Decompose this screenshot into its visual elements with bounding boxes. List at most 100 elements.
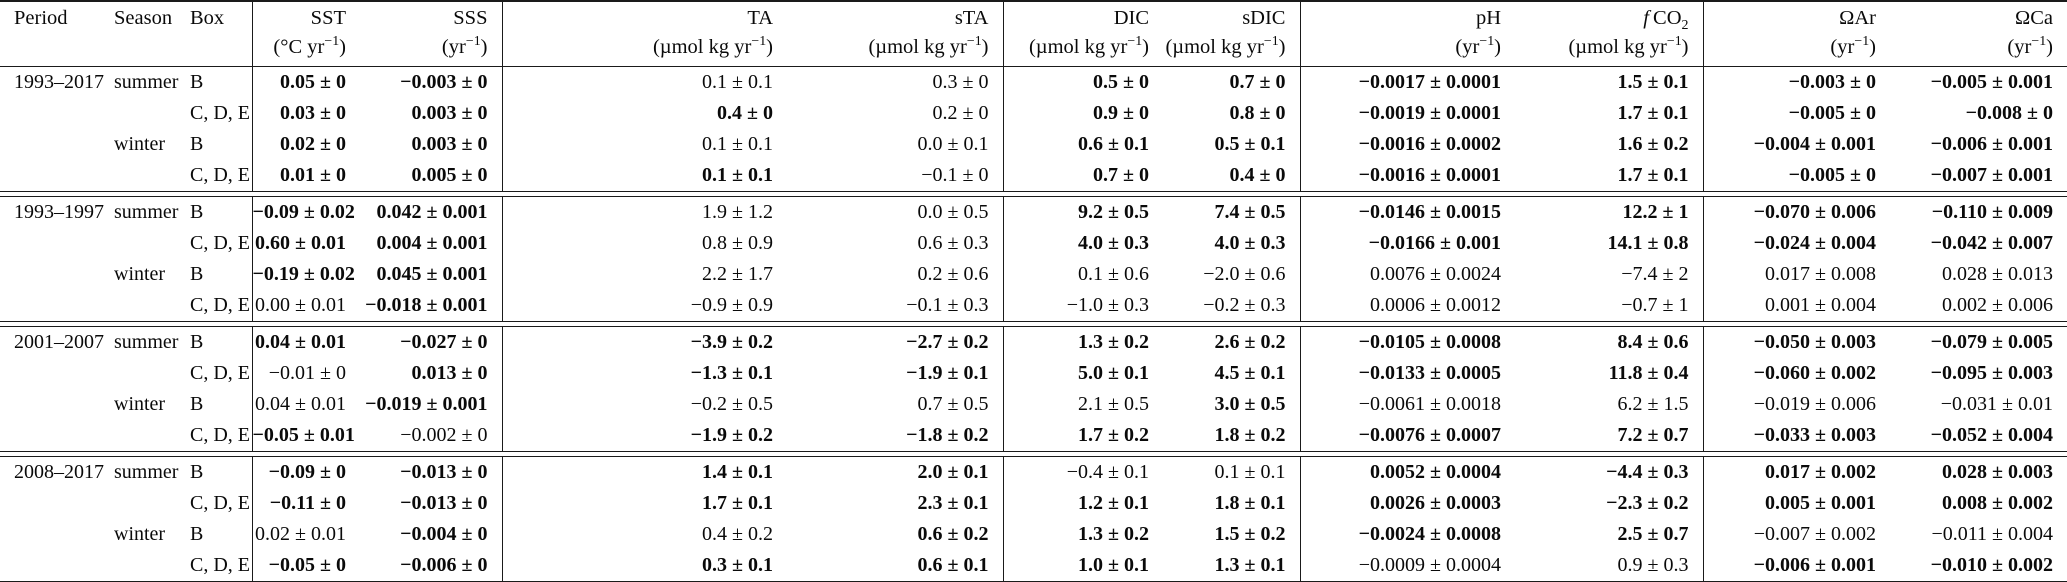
cell-box: B bbox=[190, 522, 204, 545]
cell-box: C, D, E bbox=[190, 231, 250, 254]
cell-value: −1.0 ± 0.3 bbox=[1002, 289, 1163, 322]
col-header-sss: SSS bbox=[453, 7, 488, 29]
cell-period bbox=[0, 550, 112, 582]
cell-value: 1.7 ± 0.1 bbox=[1617, 163, 1689, 186]
cell-value: 0.005 ± 0.001 bbox=[1702, 487, 1890, 519]
cell-period bbox=[0, 488, 112, 519]
cell-period bbox=[0, 420, 112, 452]
cell-value: 4.5 ± 0.1 bbox=[1214, 361, 1286, 384]
cell-value: 0.8 ± 0.9 bbox=[501, 227, 787, 259]
cell-value: −0.019 ± 0.006 bbox=[1702, 388, 1890, 420]
cell-period bbox=[0, 290, 112, 322]
cell-value: 0.4 ± 0.2 bbox=[501, 518, 787, 550]
table-body: 1993–2017 summer B 0.05 ± 0 −0.003 ± 0 0.1 ± … bbox=[0, 66, 2067, 582]
cell-value: −0.09 ± 0.02 bbox=[251, 196, 360, 228]
cell-value: 0.1 ± 0.1 bbox=[1214, 460, 1286, 483]
cell-season: summer bbox=[114, 460, 179, 483]
cell-value: −0.4 ± 0.1 bbox=[1002, 456, 1163, 488]
cell-value: 2.2 ± 1.7 bbox=[501, 258, 787, 290]
cell-value: −0.002 ± 0 bbox=[400, 423, 488, 446]
col-header-season: Season bbox=[114, 7, 173, 29]
cell-value: 1.5 ± 0.2 bbox=[1214, 522, 1286, 545]
col-unit-period bbox=[0, 34, 112, 67]
cell-value: 0.2 ± 0.6 bbox=[917, 262, 989, 285]
cell-value: −0.031 ± 0.01 bbox=[1940, 392, 2053, 415]
col-header-omega-ca: ΩCa bbox=[2014, 7, 2053, 29]
cell-value: −0.011 ± 0.004 bbox=[1931, 522, 2053, 545]
table-row: 2001–2007 summer B 0.04 ± 0.01 −0.027 ± 0 −3.… bbox=[0, 326, 2067, 358]
cell-season bbox=[112, 98, 188, 129]
cell-value: −0.007 ± 0.002 bbox=[1702, 518, 1890, 550]
cell-period bbox=[0, 389, 112, 420]
cell-value: −0.019 ± 0.001 bbox=[365, 392, 488, 415]
cell-value: 0.2 ± 0 bbox=[932, 101, 989, 124]
cell-box: B bbox=[190, 392, 204, 415]
cell-value: 1.9 ± 1.2 bbox=[501, 196, 787, 228]
cell-box: B bbox=[190, 200, 204, 223]
cell-value: 0.0 ± 0.1 bbox=[917, 132, 989, 155]
cell-value: 0.03 ± 0 bbox=[251, 97, 360, 129]
cell-value: 4.0 ± 0.3 bbox=[1002, 227, 1163, 259]
cell-value: 4.0 ± 0.3 bbox=[1214, 231, 1286, 254]
cell-period bbox=[0, 98, 112, 129]
cell-value: 0.008 ± 0.002 bbox=[1942, 491, 2053, 514]
cell-box: C, D, E bbox=[190, 101, 250, 124]
col-header-box: Box bbox=[190, 7, 225, 29]
cell-value: −0.079 ± 0.005 bbox=[1930, 330, 2053, 353]
col-unit-ph: (yr−1) bbox=[1299, 34, 1515, 67]
table-row: C, D, E 0.60 ± 0.01 0.004 ± 0.001 0.8 ± 0.9… bbox=[0, 227, 2067, 259]
cell-value: −0.008 ± 0 bbox=[1965, 101, 2053, 124]
col-unit-fco2: (µmol kg yr−1) bbox=[1515, 34, 1703, 67]
cell-value: −0.1 ± 0.3 bbox=[906, 293, 989, 316]
cell-value: −0.0009 ± 0.0004 bbox=[1299, 549, 1515, 582]
cell-value: 0.6 ± 0.3 bbox=[917, 231, 989, 254]
cell-value: −2.0 ± 0.6 bbox=[1203, 262, 1286, 285]
cell-value: 0.04 ± 0.01 bbox=[251, 326, 360, 358]
cell-value: 1.3 ± 0.1 bbox=[1214, 553, 1286, 576]
table-row: 2008–2017 summer B −0.09 ± 0 −0.013 ± 0 1.4 ±… bbox=[0, 456, 2067, 488]
cell-value: 0.0 ± 0.5 bbox=[917, 200, 989, 223]
cell-value: −0.0166 ± 0.001 bbox=[1299, 227, 1515, 259]
col-header-sdic: sDIC bbox=[1242, 7, 1286, 29]
cell-value: 0.00 ± 0.01 bbox=[251, 289, 360, 322]
cell-value: −0.0016 ± 0.0002 bbox=[1299, 128, 1515, 160]
cell-value: −0.013 ± 0 bbox=[400, 460, 488, 483]
cell-value: −0.11 ± 0 bbox=[251, 487, 360, 519]
cell-value: 5.0 ± 0.1 bbox=[1002, 357, 1163, 389]
cell-value: 0.0052 ± 0.0004 bbox=[1299, 456, 1515, 488]
table-row: C, D, E −0.11 ± 0 −0.013 ± 0 1.7 ± 0.1 2.3 ±… bbox=[0, 487, 2067, 519]
cell-value: −0.070 ± 0.006 bbox=[1702, 196, 1890, 228]
cell-value: 9.2 ± 0.5 bbox=[1002, 196, 1163, 228]
cell-value: 0.6 ± 0.1 bbox=[1002, 128, 1163, 160]
header-unit-row: (°C yr−1) (yr−1) (µmol kg yr−1) (µmol kg… bbox=[0, 34, 2067, 67]
group-separator bbox=[0, 320, 2067, 327]
cell-value: −0.7 ± 1 bbox=[1621, 293, 1689, 316]
cell-value: −0.05 ± 0 bbox=[251, 549, 360, 582]
cell-value: −3.9 ± 0.2 bbox=[501, 326, 787, 358]
cell-value: 0.60 ± 0.01 bbox=[251, 227, 360, 259]
cell-value: −0.005 ± 0.001 bbox=[1930, 70, 2053, 93]
cell-value: −0.0076 ± 0.0007 bbox=[1299, 419, 1515, 452]
cell-season: summer bbox=[114, 330, 179, 353]
cell-value: 6.2 ± 1.5 bbox=[1617, 392, 1689, 415]
cell-period: 1993–1997 bbox=[14, 200, 104, 223]
table-row: winter B 0.02 ± 0.01 −0.004 ± 0 0.4 ± 0.2 0.6… bbox=[0, 518, 2067, 550]
cell-value: −0.024 ± 0.004 bbox=[1702, 227, 1890, 259]
cell-value: −0.095 ± 0.003 bbox=[1930, 361, 2053, 384]
cell-box: B bbox=[190, 132, 204, 155]
col-unit-season bbox=[112, 34, 188, 67]
cell-value: −0.006 ± 0.001 bbox=[1930, 132, 2053, 155]
cell-value: 0.017 ± 0.002 bbox=[1702, 456, 1890, 488]
cell-season: winter bbox=[114, 522, 166, 545]
table-row: winter B 0.02 ± 0 0.003 ± 0 0.1 ± 0.1 0.0 ± 0… bbox=[0, 128, 2067, 160]
cell-period bbox=[0, 160, 112, 192]
table-row: 1993–1997 summer B −0.09 ± 0.02 0.042 ± 0.00… bbox=[0, 196, 2067, 228]
cell-season bbox=[112, 160, 188, 192]
cell-season bbox=[112, 488, 188, 519]
cell-value: −4.4 ± 0.3 bbox=[1606, 460, 1689, 483]
cell-value: 0.9 ± 0 bbox=[1002, 97, 1163, 129]
cell-value: 1.5 ± 0.1 bbox=[1617, 70, 1689, 93]
cell-value: 1.2 ± 0.1 bbox=[1002, 487, 1163, 519]
cell-value: −0.033 ± 0.003 bbox=[1702, 419, 1890, 452]
